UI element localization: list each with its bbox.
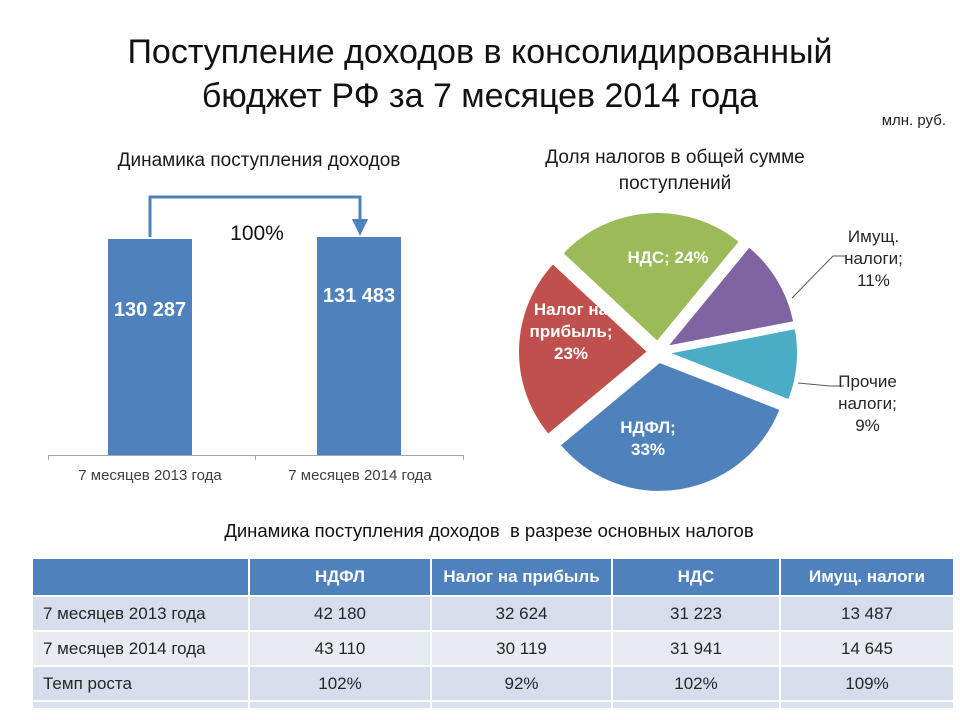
pie-chart-title: Доля налогов в общей сумме поступлений bbox=[480, 145, 870, 197]
table-strip-cell bbox=[33, 702, 248, 708]
table-strip-cell bbox=[781, 702, 953, 708]
slide-title: Поступление доходов в консолидированный … bbox=[0, 30, 960, 118]
table-cell: 102% bbox=[613, 667, 779, 700]
pie-svg bbox=[517, 211, 846, 493]
table-strip-cell bbox=[432, 702, 611, 708]
pie-label-nds: НДС; 24% bbox=[627, 248, 709, 267]
leader-line-other bbox=[797, 382, 844, 387]
bar-2013: 130 287 bbox=[108, 239, 192, 455]
axis-tick bbox=[48, 455, 49, 460]
table-strip-cell bbox=[613, 702, 779, 708]
slide-title-line-2: бюджет РФ за 7 месяцев 2014 года bbox=[201, 77, 759, 115]
table-cell: 92% bbox=[432, 667, 611, 700]
income-table: НДФЛ Налог на прибыль НДС Имущ. налоги 7… bbox=[33, 559, 953, 708]
pie-slice-3 bbox=[558, 360, 782, 493]
pie-label-other-taxes: Прочие налоги; 9% bbox=[838, 372, 897, 435]
table-cell: 31 223 bbox=[613, 597, 779, 630]
table-row-label: Темп роста bbox=[33, 667, 248, 700]
leader-line-imush bbox=[791, 255, 846, 299]
table-cell: 30 119 bbox=[432, 632, 611, 665]
bar-chart-title: Динамика поступления доходов bbox=[117, 150, 401, 171]
growth-arrow bbox=[148, 195, 368, 237]
pie-slice-0 bbox=[560, 211, 742, 344]
arrowhead-icon bbox=[352, 219, 368, 236]
table-header-profit-tax: Налог на прибыль bbox=[432, 559, 611, 595]
pie-label-ndfl: НДФЛ; 33% bbox=[620, 418, 676, 459]
pie-title-line-2: поступлений bbox=[618, 173, 732, 194]
table-cell: 43 110 bbox=[250, 632, 430, 665]
growth-annotation: 100% bbox=[230, 222, 284, 245]
bar-2014-value: 131 483 bbox=[322, 285, 396, 307]
slide-title-line-1: Поступление доходов в консолидированный bbox=[127, 33, 833, 71]
pie-label-property-tax: Имущ. налоги; 11% bbox=[844, 227, 903, 290]
x-axis bbox=[48, 455, 464, 456]
category-label-2014: 7 месяцев 2014 года bbox=[288, 467, 432, 484]
pie-slice-4 bbox=[517, 261, 650, 437]
table-cell: 14 645 bbox=[781, 632, 953, 665]
table-header-nds: НДС bbox=[613, 559, 779, 595]
pie-slice-1 bbox=[664, 244, 796, 349]
table-header-ndfl: НДФЛ bbox=[250, 559, 430, 595]
pie-title-line-1: Доля налогов в общей сумме bbox=[545, 147, 805, 168]
table-cell: 102% bbox=[250, 667, 430, 700]
pie-slice-2 bbox=[664, 326, 799, 402]
table-cell: 32 624 bbox=[432, 597, 611, 630]
table-cell: 13 487 bbox=[781, 597, 953, 630]
table-row-label: 7 месяцев 2013 года bbox=[33, 597, 248, 630]
table-strip-cell bbox=[250, 702, 430, 708]
bar-2013-value: 130 287 bbox=[113, 299, 187, 321]
axis-tick bbox=[463, 455, 464, 460]
table-title: Динамика поступления доходов в разрезе о… bbox=[224, 520, 754, 541]
table-cell: 109% bbox=[781, 667, 953, 700]
axis-tick bbox=[255, 455, 256, 460]
table-row-label: 7 месяцев 2014 года bbox=[33, 632, 248, 665]
pie-label-profit-tax: Налог на прибыль; 23% bbox=[529, 300, 613, 363]
table-header-property-tax: Имущ. налоги bbox=[781, 559, 953, 595]
table-header-empty bbox=[33, 559, 248, 595]
unit-label: млн. руб. bbox=[881, 112, 946, 129]
table-cell: 31 941 bbox=[613, 632, 779, 665]
bar-2014: 131 483 bbox=[317, 237, 401, 455]
table-cell: 42 180 bbox=[250, 597, 430, 630]
category-label-2013: 7 месяцев 2013 года bbox=[78, 467, 222, 484]
